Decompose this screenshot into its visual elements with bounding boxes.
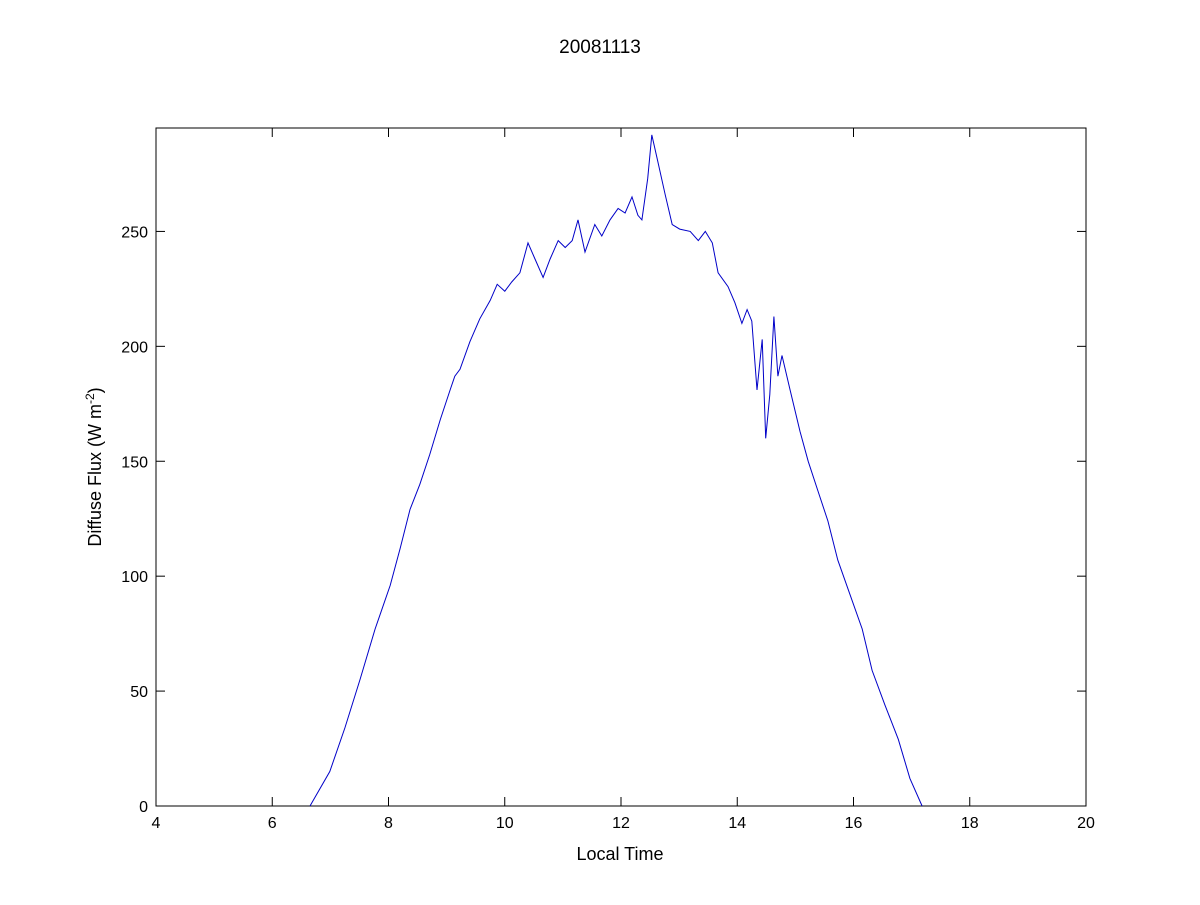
y-axis-label: Diffuse Flux (W m-2) [83, 387, 105, 546]
y-axis-label-end: ) [85, 387, 105, 393]
y-tick-label: 0 [139, 799, 148, 816]
y-axis-label-main: Diffuse Flux (W m [85, 404, 105, 547]
chart-title: 20081113 [559, 37, 641, 58]
y-tick-label: 50 [130, 684, 148, 701]
x-tick-label: 18 [961, 815, 979, 832]
y-tick-label: 150 [121, 454, 148, 471]
plot-area [155, 127, 1087, 807]
y-axis-label-sup: -2 [83, 393, 97, 404]
x-tick-label: 12 [612, 815, 630, 832]
x-tick-label: 8 [384, 815, 393, 832]
x-tick-label: 16 [845, 815, 863, 832]
x-tick-label: 20 [1077, 815, 1095, 832]
x-axis-label: Local Time [576, 844, 663, 864]
x-tick-label: 6 [268, 815, 277, 832]
x-tick-label: 4 [152, 815, 161, 832]
y-tick-label: 200 [121, 339, 148, 356]
series-line [309, 134, 923, 807]
x-tick-label: 10 [496, 815, 514, 832]
y-tick-label: 100 [121, 569, 148, 586]
x-tick-label: 14 [728, 815, 746, 832]
y-tick-label: 250 [121, 224, 148, 241]
